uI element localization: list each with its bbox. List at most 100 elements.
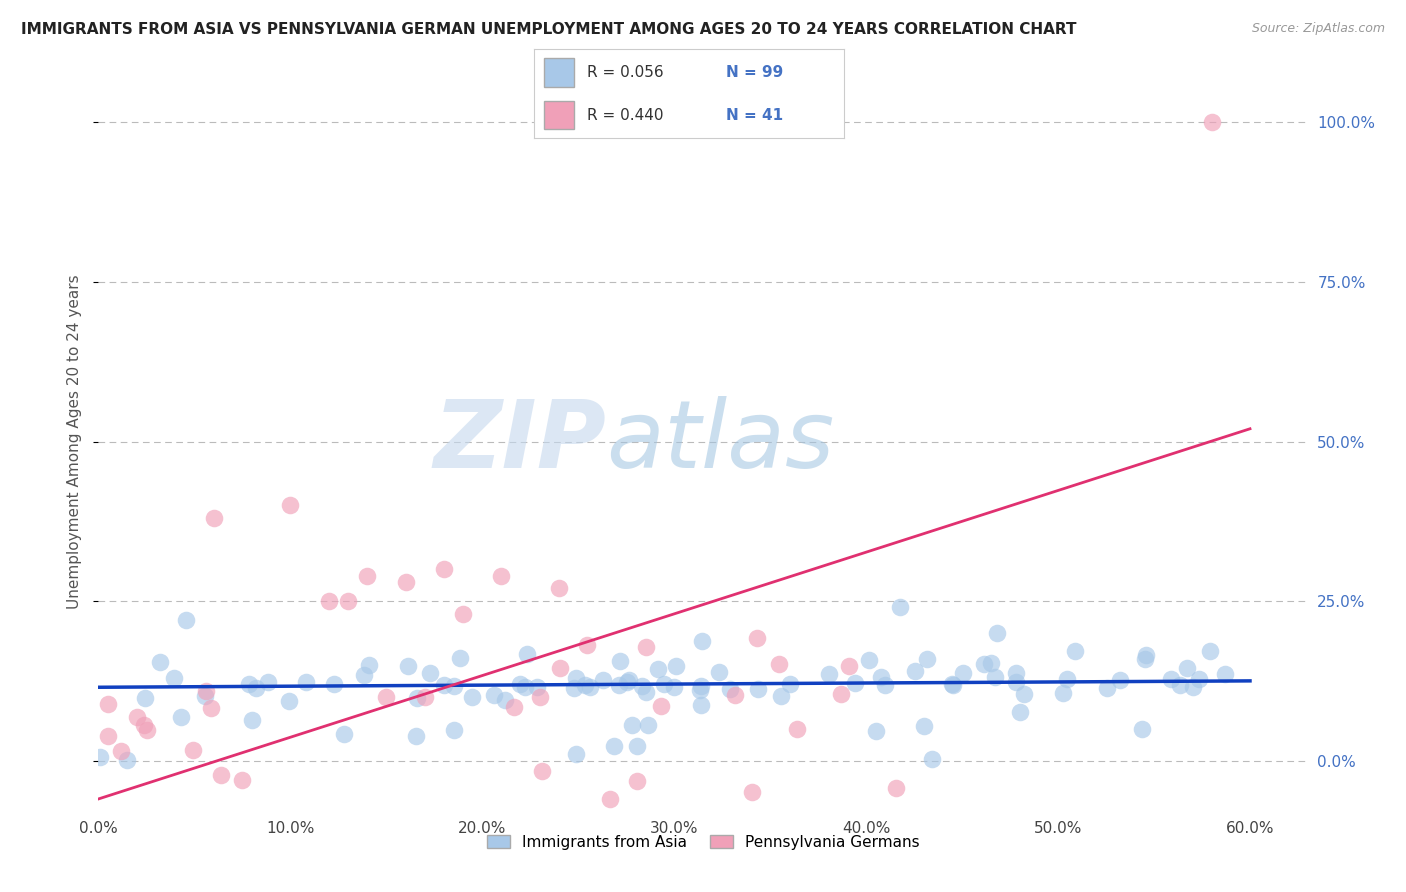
Point: [689, 698, 711, 713]
Point: [353, 668, 375, 682]
Point: [548, 582, 571, 596]
Point: [295, 674, 318, 689]
Point: [1201, 115, 1223, 129]
Point: [491, 568, 513, 582]
Point: [323, 677, 346, 691]
Point: [433, 562, 456, 576]
Point: [176, 613, 198, 627]
Point: [921, 752, 943, 766]
Point: [1064, 644, 1087, 658]
Point: [617, 673, 640, 687]
Point: [574, 678, 596, 692]
Point: [884, 780, 907, 795]
Point: [889, 599, 911, 614]
Point: [768, 657, 790, 672]
Point: [89, 750, 111, 764]
Point: [396, 658, 419, 673]
Point: [626, 773, 648, 788]
FancyBboxPatch shape: [544, 101, 575, 129]
Point: [942, 678, 965, 692]
Text: N = 99: N = 99: [725, 65, 783, 79]
Point: [333, 727, 356, 741]
Point: [240, 714, 263, 728]
Point: [97, 729, 120, 743]
Text: N = 41: N = 41: [725, 108, 783, 122]
Point: [134, 690, 156, 705]
Point: [650, 699, 672, 714]
Point: [747, 632, 769, 646]
FancyBboxPatch shape: [544, 58, 575, 87]
Point: [904, 664, 927, 678]
Point: [858, 653, 880, 667]
Point: [433, 678, 456, 692]
Point: [529, 690, 551, 704]
Point: [690, 634, 713, 648]
Point: [194, 689, 217, 703]
Point: [818, 666, 841, 681]
Point: [1010, 706, 1032, 720]
Text: IMMIGRANTS FROM ASIA VS PENNSYLVANIA GERMAN UNEMPLOYMENT AMONG AGES 20 TO 24 YEA: IMMIGRANTS FROM ASIA VS PENNSYLVANIA GER…: [21, 22, 1077, 37]
Point: [502, 699, 524, 714]
Point: [170, 710, 193, 724]
Point: [516, 647, 538, 661]
Point: [652, 677, 675, 691]
Point: [115, 754, 138, 768]
Point: [209, 768, 232, 782]
Point: [449, 651, 471, 665]
Point: [238, 677, 260, 691]
Point: [1052, 686, 1074, 700]
Point: [181, 743, 204, 757]
Point: [689, 682, 711, 697]
Point: [578, 680, 600, 694]
Point: [983, 670, 1005, 684]
Point: [620, 718, 643, 732]
Point: [718, 682, 741, 697]
Point: [548, 661, 571, 675]
Point: [149, 655, 172, 669]
Point: [482, 688, 505, 702]
Point: [865, 723, 887, 738]
Point: [1095, 681, 1118, 695]
Point: [779, 676, 801, 690]
Point: [603, 739, 626, 753]
Point: [1012, 687, 1035, 701]
Point: [830, 687, 852, 701]
Point: [356, 568, 378, 582]
Point: [231, 772, 253, 787]
Point: [443, 679, 465, 693]
Point: [1181, 680, 1204, 694]
Point: [451, 607, 474, 621]
Point: [1135, 648, 1157, 663]
Point: [724, 689, 747, 703]
Point: [873, 678, 896, 692]
Point: [200, 701, 222, 715]
Point: [195, 683, 218, 698]
Point: [375, 690, 398, 704]
Point: [631, 680, 654, 694]
Point: [406, 690, 429, 705]
Point: [707, 665, 730, 679]
Point: [662, 680, 685, 694]
Point: [1168, 678, 1191, 692]
Point: [419, 666, 441, 681]
Point: [359, 658, 381, 673]
Point: [1175, 661, 1198, 675]
Point: [461, 690, 484, 704]
Point: [599, 792, 621, 806]
Point: [257, 674, 280, 689]
Point: [941, 677, 963, 691]
Point: [280, 499, 302, 513]
Point: [443, 723, 465, 737]
Point: [565, 672, 588, 686]
Point: [394, 574, 416, 589]
Point: [915, 651, 938, 665]
Point: [592, 673, 614, 687]
Point: [952, 665, 974, 680]
Text: atlas: atlas: [606, 396, 835, 487]
Point: [1130, 722, 1153, 736]
Point: [1109, 673, 1132, 687]
Point: [637, 718, 659, 732]
Point: [616, 674, 638, 689]
Text: R = 0.440: R = 0.440: [586, 108, 664, 122]
Point: [278, 694, 301, 708]
